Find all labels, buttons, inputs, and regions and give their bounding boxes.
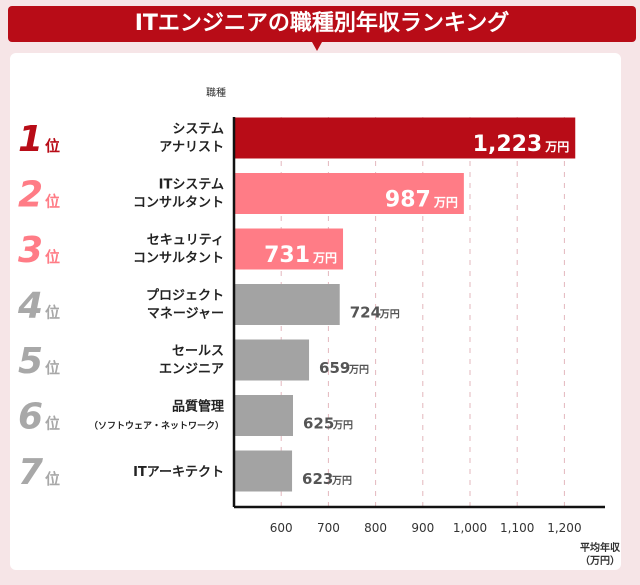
job-label: エンジニア (159, 362, 224, 377)
job-label: コンサルタント (133, 196, 224, 211)
job-label: ITシステム (159, 178, 224, 193)
x-tick-label: 1,000 (453, 521, 487, 535)
job-label: ITアーキテクト (133, 465, 224, 480)
x-axis-title: （万円） (580, 554, 620, 567)
job-label: 品質管理 (172, 399, 224, 415)
x-tick-label: 1,100 (500, 521, 534, 535)
value-label: 987 (385, 188, 431, 213)
job-label: マネージャー (147, 307, 224, 322)
value-unit: 万円 (544, 140, 569, 154)
rank-suffix: 位 (45, 137, 60, 155)
rank-number: 4 (17, 286, 43, 327)
bar (234, 173, 464, 214)
job-label: アナリスト (159, 140, 224, 155)
x-tick-label: 600 (270, 521, 293, 535)
chart-title: ITエンジニアの職種別年収ランキング (8, 6, 636, 42)
x-tick-label: 800 (364, 521, 387, 535)
bar (234, 117, 576, 159)
rank-suffix: 位 (45, 359, 60, 377)
value-unit: 万円 (379, 309, 400, 321)
rank-suffix: 位 (45, 248, 60, 266)
banner-pointer (312, 42, 322, 51)
value-label: 659 (319, 359, 350, 377)
rank-suffix: 位 (45, 193, 60, 211)
value-label: 731 (264, 243, 310, 268)
job-label: プロジェクト (146, 289, 224, 304)
rank-number: 5 (18, 341, 43, 382)
job-label: セキュリティ (147, 233, 224, 248)
y-axis-title: 職種 (206, 86, 226, 99)
value-label: 623 (302, 470, 333, 488)
bar (234, 450, 293, 492)
rank-number: 2 (18, 175, 43, 216)
rank-suffix: 位 (45, 415, 60, 433)
value-unit: 万円 (312, 251, 337, 265)
value-unit: 万円 (433, 196, 458, 210)
bar (234, 228, 344, 270)
rank-number: 6 (18, 397, 43, 438)
rank-number: 1 (18, 119, 43, 160)
bar (234, 395, 293, 436)
rank-suffix: 位 (45, 470, 60, 488)
x-axis-title: 平均年収 (580, 541, 621, 554)
job-label: （ソフトウェア・ネットワーク） (89, 421, 224, 432)
value-unit: 万円 (331, 475, 352, 487)
value-unit: 万円 (348, 364, 369, 376)
x-tick-label: 700 (317, 521, 340, 535)
bar (234, 339, 310, 381)
job-label: システム (172, 122, 224, 137)
chart-card: 600 700 800 900 1,000 1,100 1,200 職種 平均年収 （万円） 1 位シ… (10, 53, 621, 570)
value-label: 625 (303, 415, 334, 433)
x-tick-label: 900 (411, 521, 434, 535)
value-unit: 万円 (332, 420, 353, 432)
job-label: コンサルタント (133, 251, 224, 266)
value-label: 724 (350, 304, 381, 322)
value-label: 1,223 (473, 132, 543, 157)
job-label: セールス (172, 344, 224, 359)
bar (234, 284, 340, 325)
x-tick-label: 1,200 (547, 521, 581, 535)
rank-number: 7 (18, 452, 43, 493)
rank-suffix: 位 (45, 304, 60, 322)
rank-number: 3 (18, 230, 43, 271)
